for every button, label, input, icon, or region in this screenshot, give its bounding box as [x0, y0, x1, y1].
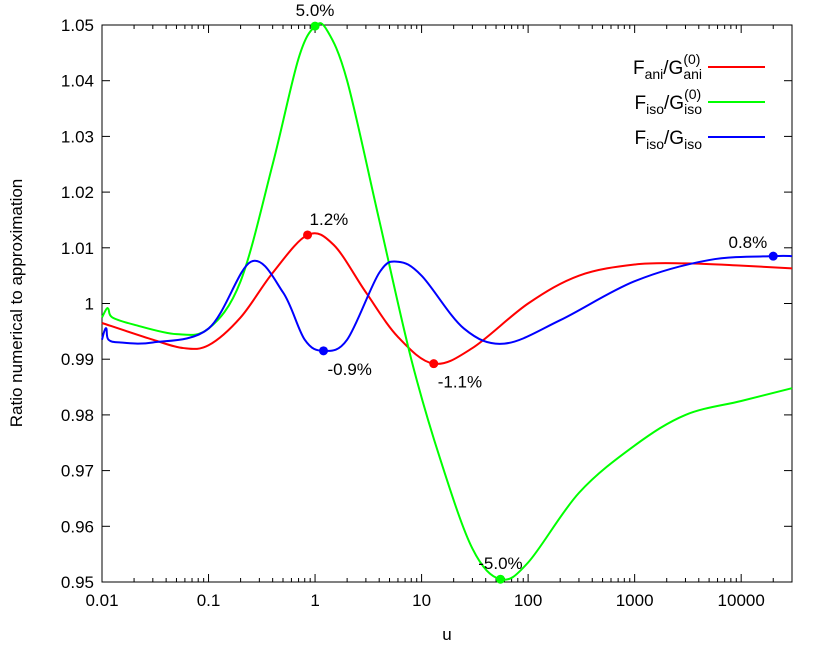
annotation-marker	[768, 251, 778, 261]
tick-group: 0.01 0.1 1 10 100 1000 10000 0.95 0.96 0.97 0.98 0.…	[61, 16, 793, 610]
x-tick-label: 100	[514, 591, 542, 610]
annotation-label: -0.9%	[327, 360, 371, 379]
series-line-2	[101, 254, 793, 352]
y-tick-label: 1.04	[61, 72, 94, 91]
legend-label-1: Fiso/G(0) iso	[635, 86, 703, 117]
annotation-marker	[310, 21, 320, 31]
x-tick-label: 10000	[718, 591, 765, 610]
x-tick-label: 0.01	[85, 591, 118, 610]
series-line-1	[101, 22, 793, 581]
legend-label-2: Fiso/Giso	[635, 128, 703, 152]
annotation-label: 1.2%	[310, 210, 349, 229]
annotation-marker	[429, 359, 439, 369]
y-tick-label: 0.96	[61, 517, 94, 536]
x-tick-label: 1	[310, 591, 319, 610]
annotation-marker	[495, 574, 505, 584]
series-layer	[101, 22, 793, 581]
annotation-label: -1.1%	[438, 373, 482, 392]
legend-label-0: Fani/G(0) ani	[633, 51, 702, 82]
y-tick-label: 0.97	[61, 462, 94, 481]
legend: Fani/G(0) ani Fiso/G(0) iso Fiso/Giso	[633, 51, 765, 152]
annotation-label: 5.0%	[296, 1, 335, 20]
y-tick-label: 0.99	[61, 350, 94, 369]
x-axis-label: u	[442, 625, 451, 644]
y-tick-label: 1.05	[61, 16, 94, 35]
annotation-marker	[318, 346, 328, 356]
y-tick-label: 1.03	[61, 127, 94, 146]
annotation-label: -5.0%	[478, 554, 522, 573]
y-tick-label: 0.95	[61, 573, 94, 592]
y-tick-label: 0.98	[61, 406, 94, 425]
annotation-marker	[303, 230, 313, 240]
x-tick-label: 10	[412, 591, 431, 610]
y-tick-label: 1.02	[61, 183, 94, 202]
y-axis-label: Ratio numerical to approximation	[7, 179, 26, 428]
y-tick-label: 1	[85, 295, 94, 314]
x-tick-label: 1000	[616, 591, 654, 610]
annotation-label: 0.8%	[728, 233, 767, 252]
annotation-layer: 5.0% 1.2% -0.9% -1.1% -5.0% 0.8%	[296, 1, 778, 584]
y-tick-label: 1.01	[61, 239, 94, 258]
x-tick-label: 0.1	[197, 591, 221, 610]
series-line-0	[101, 232, 793, 365]
